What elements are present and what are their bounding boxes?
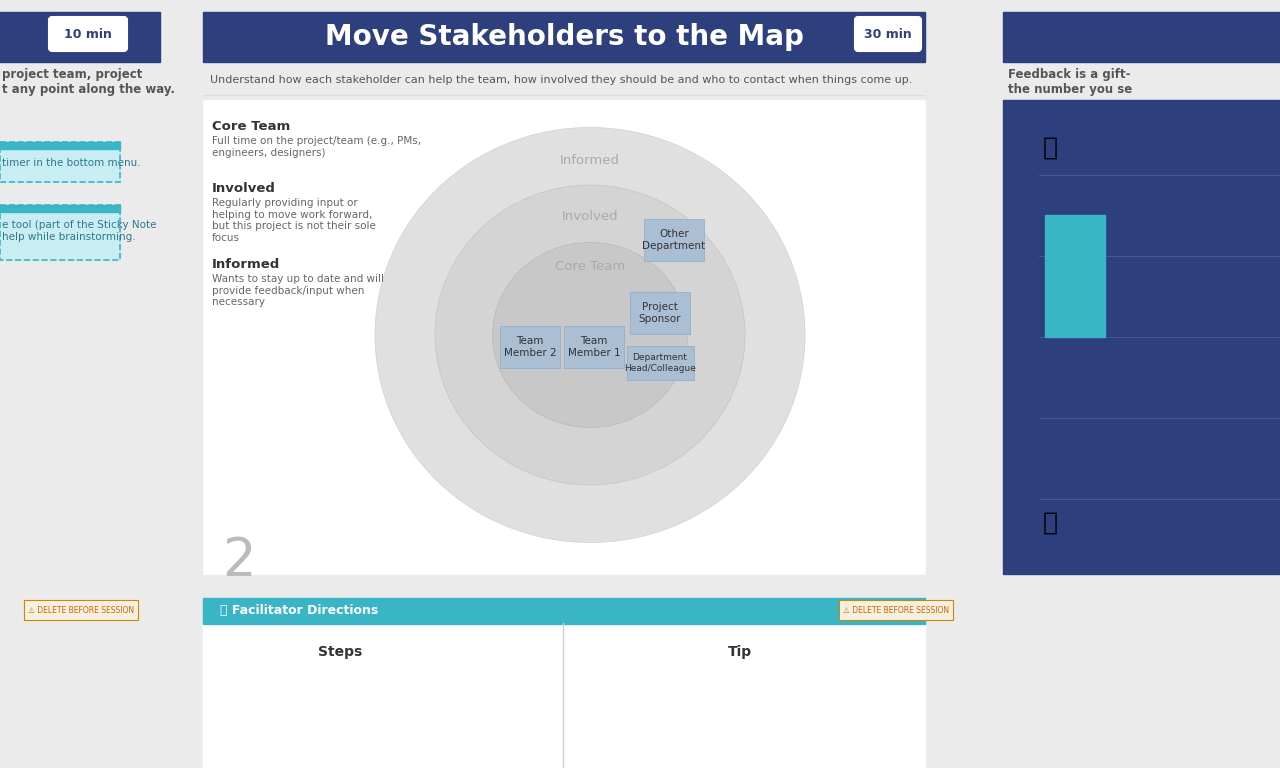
- Text: 1: 1: [1025, 411, 1036, 425]
- FancyBboxPatch shape: [500, 326, 561, 368]
- Text: Core Team: Core Team: [554, 260, 625, 273]
- Bar: [1004, 100, 1280, 574]
- Text: 3: 3: [1025, 249, 1036, 263]
- Text: project team, project: project team, project: [3, 68, 142, 81]
- Bar: [0, 12, 160, 62]
- Text: Project
Sponsor: Project Sponsor: [639, 302, 681, 324]
- Text: the number you se: the number you se: [1009, 83, 1133, 96]
- Text: 🔒 Facilitator Directions: 🔒 Facilitator Directions: [220, 604, 379, 617]
- Bar: [1004, 12, 1280, 62]
- Text: Wants to stay up to date and will
provide feedback/input when
necessary: Wants to stay up to date and will provid…: [212, 274, 384, 307]
- FancyBboxPatch shape: [838, 600, 954, 620]
- Text: Full time on the project/team (e.g., PMs,
engineers, designers): Full time on the project/team (e.g., PMs…: [212, 136, 421, 157]
- Ellipse shape: [435, 185, 745, 485]
- Text: Feedback is a gift-: Feedback is a gift-: [1009, 68, 1130, 81]
- FancyBboxPatch shape: [49, 17, 127, 51]
- Text: Team
Member 2: Team Member 2: [504, 336, 557, 358]
- Text: Involved: Involved: [212, 182, 276, 195]
- Text: e tool (part of the Sticky Note
help while brainstorming.: e tool (part of the Sticky Note help whi…: [3, 220, 156, 242]
- Bar: [0, 205, 120, 212]
- Text: Informed: Informed: [561, 154, 620, 167]
- FancyBboxPatch shape: [630, 292, 690, 334]
- FancyBboxPatch shape: [644, 219, 704, 261]
- FancyBboxPatch shape: [24, 600, 138, 620]
- Text: 10 min: 10 min: [64, 28, 111, 41]
- Ellipse shape: [375, 127, 805, 542]
- FancyBboxPatch shape: [564, 326, 625, 368]
- Text: Involved: Involved: [562, 210, 618, 223]
- Bar: [204, 623, 925, 768]
- Text: Tip: Tip: [728, 645, 753, 659]
- Bar: [1044, 215, 1105, 337]
- Text: ⚠ DELETE BEFORE SESSION: ⚠ DELETE BEFORE SESSION: [844, 605, 948, 614]
- Text: 2: 2: [221, 535, 256, 587]
- Text: ⚠ DELETE BEFORE SESSION: ⚠ DELETE BEFORE SESSION: [28, 605, 134, 614]
- FancyBboxPatch shape: [626, 346, 694, 380]
- Text: 30 min: 30 min: [864, 28, 911, 41]
- Bar: [204, 100, 925, 574]
- Text: Team
Member 1: Team Member 1: [568, 336, 621, 358]
- Text: t any point along the way.: t any point along the way.: [3, 83, 175, 96]
- Text: Move Stakeholders to the Map: Move Stakeholders to the Map: [325, 23, 804, 51]
- Ellipse shape: [493, 243, 687, 428]
- Text: 🙂: 🙂: [1042, 136, 1057, 160]
- Bar: [0, 205, 120, 260]
- Text: 0: 0: [1025, 492, 1036, 506]
- Bar: [204, 12, 925, 62]
- Text: Regularly providing input or
helping to move work forward,
but this project is n: Regularly providing input or helping to …: [212, 198, 376, 243]
- Bar: [204, 622, 925, 624]
- Text: Steps: Steps: [317, 645, 362, 659]
- Text: 🙁: 🙁: [1042, 511, 1057, 535]
- FancyBboxPatch shape: [855, 17, 922, 51]
- Text: timer in the bottom menu.: timer in the bottom menu.: [3, 158, 141, 168]
- Bar: [0, 142, 120, 149]
- Text: Core Team: Core Team: [212, 120, 291, 133]
- Text: 2: 2: [1025, 330, 1036, 344]
- Text: Other
Department: Other Department: [643, 229, 705, 251]
- Bar: [204, 598, 925, 623]
- Text: Department
Head/Colleague: Department Head/Colleague: [625, 353, 696, 372]
- Text: Understand how each stakeholder can help the team, how involved they should be a: Understand how each stakeholder can help…: [210, 75, 913, 85]
- Text: Informed: Informed: [212, 258, 280, 271]
- Bar: [0, 142, 120, 182]
- Text: 4: 4: [1025, 168, 1036, 182]
